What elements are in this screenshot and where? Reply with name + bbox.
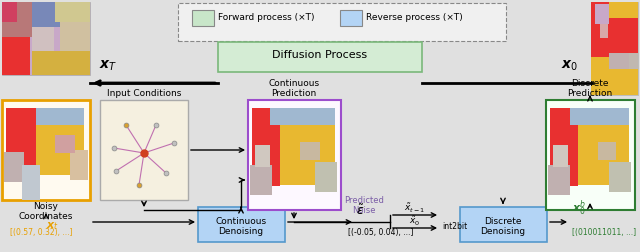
- Bar: [546, 100, 635, 210]
- Text: $\boldsymbol{x}_t$: $\boldsymbol{x}_t$: [46, 220, 59, 232]
- Bar: [578, 125, 629, 185]
- Bar: [629, 53, 638, 69]
- Bar: [250, 165, 272, 195]
- Text: $\boldsymbol{x}_0$: $\boldsymbol{x}_0$: [561, 59, 579, 73]
- Bar: [600, 24, 608, 38]
- Bar: [192, 10, 214, 26]
- Text: $\tilde{\epsilon}$: $\tilde{\epsilon}$: [356, 204, 365, 218]
- Bar: [6, 108, 38, 178]
- Bar: [550, 108, 578, 186]
- Bar: [70, 150, 88, 180]
- Bar: [60, 22, 90, 52]
- Bar: [32, 27, 54, 51]
- Text: [(-0.05, 0.04), ...]: [(-0.05, 0.04), ...]: [348, 228, 413, 237]
- Bar: [218, 42, 422, 72]
- Text: Discrete
Prediction: Discrete Prediction: [568, 79, 612, 98]
- Bar: [595, 4, 609, 24]
- Bar: [591, 57, 609, 95]
- Text: Noisy
Coordinates: Noisy Coordinates: [19, 202, 73, 222]
- Bar: [609, 53, 629, 69]
- Text: Continuous
Denoising: Continuous Denoising: [216, 217, 267, 236]
- Bar: [315, 162, 337, 192]
- Bar: [609, 18, 638, 53]
- Text: $\tilde{x}_{t-1}$: $\tilde{x}_{t-1}$: [404, 202, 426, 215]
- Text: Diffusion Process: Diffusion Process: [273, 50, 367, 60]
- Bar: [255, 145, 270, 167]
- Bar: [270, 108, 335, 125]
- Text: int2bit: int2bit: [442, 222, 467, 231]
- Text: Reverse process (×T): Reverse process (×T): [366, 13, 463, 22]
- Bar: [460, 207, 547, 242]
- Bar: [100, 100, 188, 200]
- Bar: [548, 165, 570, 195]
- Bar: [591, 2, 638, 95]
- Bar: [55, 135, 75, 153]
- Bar: [598, 142, 616, 160]
- Bar: [280, 125, 335, 185]
- Bar: [22, 165, 40, 200]
- Bar: [198, 207, 285, 242]
- Text: Forward process (×T): Forward process (×T): [218, 13, 314, 22]
- Text: Input Conditions: Input Conditions: [107, 89, 181, 98]
- Bar: [609, 162, 631, 192]
- Text: [(0.57, 0.32), ...]: [(0.57, 0.32), ...]: [10, 228, 72, 237]
- Bar: [553, 145, 568, 167]
- Bar: [252, 108, 280, 186]
- Bar: [2, 100, 90, 200]
- Text: $\boldsymbol{x}_T$: $\boldsymbol{x}_T$: [99, 59, 117, 73]
- Bar: [609, 69, 638, 95]
- Text: Discrete
Denoising: Discrete Denoising: [481, 217, 525, 236]
- Bar: [2, 2, 32, 37]
- Bar: [2, 2, 90, 75]
- Bar: [340, 10, 362, 26]
- Bar: [32, 2, 60, 27]
- Text: Predicted
Noise: Predicted Noise: [344, 196, 384, 215]
- Bar: [55, 2, 90, 22]
- Bar: [570, 108, 629, 125]
- Bar: [32, 51, 90, 75]
- Text: Continuous
Prediction: Continuous Prediction: [268, 79, 319, 98]
- Bar: [178, 3, 506, 41]
- Bar: [4, 152, 24, 182]
- Text: $\boldsymbol{x}_0^b$: $\boldsymbol{x}_0^b$: [572, 198, 586, 218]
- Bar: [2, 2, 17, 22]
- Text: [(010011011, ...]: [(010011011, ...]: [572, 228, 636, 237]
- Bar: [248, 100, 341, 210]
- Bar: [36, 125, 84, 175]
- Text: $\tilde{x}_0$: $\tilde{x}_0$: [410, 215, 420, 228]
- Bar: [2, 37, 30, 75]
- Bar: [591, 2, 609, 57]
- Bar: [36, 108, 84, 125]
- Bar: [300, 142, 320, 160]
- Bar: [609, 2, 638, 18]
